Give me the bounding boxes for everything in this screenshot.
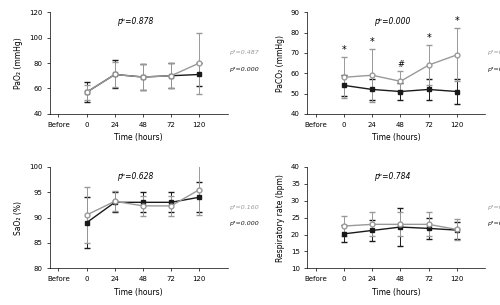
Text: *: *: [342, 45, 346, 55]
Text: *: *: [454, 16, 459, 27]
Text: pᵇ=0.878: pᵇ=0.878: [117, 17, 154, 26]
Text: pᵃ=0.000: pᵃ=0.000: [230, 66, 259, 72]
Text: pᵇ=0.784: pᵇ=0.784: [374, 172, 411, 181]
X-axis label: Time (hours): Time (hours): [114, 288, 163, 296]
Text: pᵇ=0.628: pᵇ=0.628: [117, 172, 154, 181]
Text: pᵃ=0.000: pᵃ=0.000: [487, 66, 500, 72]
Text: pᵃ=0.487: pᵃ=0.487: [230, 50, 259, 56]
Y-axis label: PaO₂ (mmHg): PaO₂ (mmHg): [14, 37, 24, 89]
Text: pᵃ=0.896: pᵃ=0.896: [487, 205, 500, 210]
X-axis label: Time (hours): Time (hours): [372, 288, 420, 296]
Y-axis label: PaCO₂ (mmHg): PaCO₂ (mmHg): [276, 34, 285, 92]
X-axis label: Time (hours): Time (hours): [372, 133, 420, 142]
Text: pᵃ=0.144: pᵃ=0.144: [487, 50, 500, 56]
Y-axis label: SaO₂ (%): SaO₂ (%): [14, 201, 24, 235]
X-axis label: Time (hours): Time (hours): [114, 133, 163, 142]
Text: pᵃ=0.000: pᵃ=0.000: [230, 221, 259, 226]
Text: *: *: [370, 37, 374, 47]
Text: *: *: [426, 33, 431, 43]
Y-axis label: Respiratory rate (bpm): Respiratory rate (bpm): [276, 174, 285, 261]
Text: pᵃ=0.013: pᵃ=0.013: [487, 221, 500, 226]
Text: pᵇ=0.000: pᵇ=0.000: [374, 17, 411, 26]
Text: #: #: [397, 60, 404, 69]
Text: pᵃ=0.160: pᵃ=0.160: [230, 205, 259, 210]
